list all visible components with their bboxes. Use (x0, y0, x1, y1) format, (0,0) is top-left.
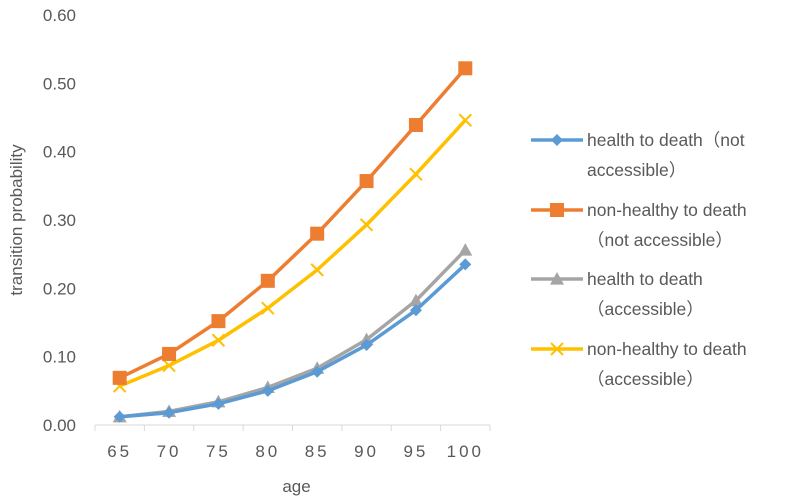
legend-item-3: non-healthy to death （accessible） (531, 339, 747, 389)
x-axis-title: age (282, 477, 310, 496)
x-tick-label: 80 (255, 442, 280, 461)
data-point (212, 397, 225, 410)
series-line (118, 67, 467, 380)
data-point (458, 113, 473, 127)
data-point (409, 304, 422, 317)
data-point (408, 293, 423, 307)
y-axis-title: transition probability (7, 144, 26, 296)
data-point (310, 263, 324, 277)
legend-marker (550, 272, 564, 285)
y-tick-label: 0.10 (43, 348, 76, 367)
y-axis: 0.00 0.10 0.20 0.30 0.40 0.50 0.60 (43, 6, 76, 435)
legend: health to death（not accessible） non-health… (531, 130, 747, 389)
y-tick-label: 0.30 (43, 211, 76, 230)
data-point (409, 167, 423, 181)
data-point (260, 273, 275, 288)
x-marker-stroke (310, 263, 324, 277)
legend-label: （accessible） (587, 299, 704, 319)
data-point (359, 174, 374, 189)
data-point (261, 384, 274, 397)
data-point (458, 61, 473, 76)
series-line (119, 119, 467, 388)
series-line (119, 263, 467, 419)
data-point (459, 258, 472, 271)
y-tick-label: 0.50 (43, 74, 76, 93)
legend-marker (550, 342, 564, 356)
legend-label: （not accessible） (587, 230, 733, 250)
y-tick-label: 0.00 (43, 416, 76, 435)
legend-label: non-healthy to death (587, 200, 747, 220)
legend-marker (550, 203, 564, 217)
series-1 (112, 61, 473, 385)
y-tick-label: 0.60 (43, 6, 76, 25)
data-point (359, 218, 374, 232)
series-line (119, 248, 467, 419)
x-marker-stroke (162, 358, 176, 373)
series-2 (112, 243, 473, 423)
y-tick-label: 0.40 (43, 143, 76, 162)
data-point (310, 226, 325, 241)
legend-label: health to death (587, 269, 703, 289)
legend-label: （accessible） (587, 369, 704, 389)
legend-label: non-healthy to death (587, 339, 747, 359)
data-point (113, 410, 126, 423)
plot-area (112, 61, 473, 423)
x-tick-label: 65 (107, 442, 132, 461)
legend-item-2: health to death （accessible） (531, 269, 704, 319)
legend-label: health to death（not (587, 130, 745, 150)
legend-label: accessible） (587, 160, 686, 180)
x-marker-stroke (359, 218, 374, 232)
x-marker-stroke (409, 167, 423, 181)
data-point (311, 365, 324, 378)
x-axis: 65 70 75 80 85 90 95 100 (94, 424, 491, 461)
x-tick-label: 85 (305, 442, 330, 461)
legend-marker (551, 134, 563, 146)
legend-item-1: non-healthy to death （not accessible） (531, 200, 747, 250)
data-point (458, 243, 473, 256)
x-tick-label: 95 (403, 442, 428, 461)
data-point (162, 346, 177, 361)
data-point (261, 301, 275, 315)
x-marker-stroke (211, 333, 226, 347)
data-point (163, 406, 176, 419)
x-marker-stroke (458, 113, 473, 127)
data-point (360, 339, 373, 352)
x-tick-label: 90 (354, 442, 379, 461)
x-tick-label: 75 (206, 442, 231, 461)
data-point (211, 314, 226, 329)
x-tick-label: 70 (157, 442, 182, 461)
data-point (211, 333, 226, 347)
x-marker-stroke (261, 301, 275, 315)
data-point (408, 118, 423, 133)
x-marker-stroke (550, 342, 564, 356)
series-0 (113, 258, 472, 423)
y-tick-label: 0.20 (43, 279, 76, 298)
legend-item-0: health to death（not accessible） (531, 130, 745, 180)
data-point (112, 370, 127, 385)
x-tick-label: 100 (447, 442, 484, 461)
data-point (162, 358, 176, 373)
